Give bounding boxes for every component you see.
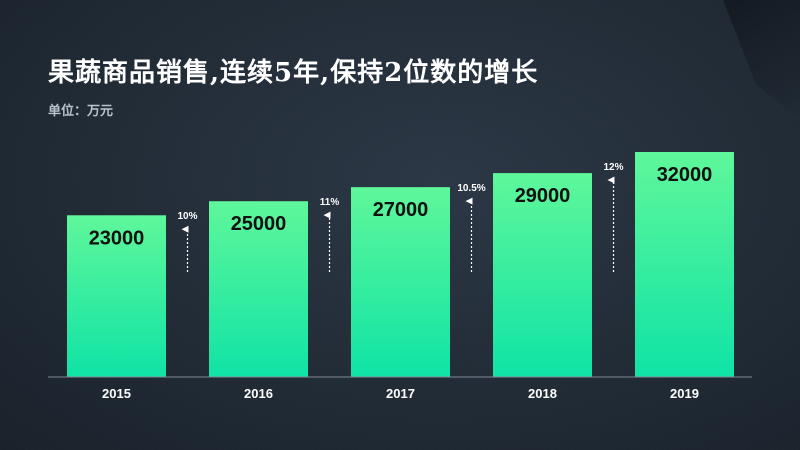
- data-label-2017: 27000: [373, 199, 429, 221]
- bar-2015: [67, 215, 166, 377]
- chart-title: 果蔬商品销售,连续5年,保持2位数的增长: [48, 58, 539, 88]
- bar-2017: [351, 187, 450, 377]
- x-tick-label-2015: 2015: [102, 386, 131, 401]
- growth-rate-label: 11%: [320, 197, 340, 208]
- bar-2018: [493, 173, 592, 377]
- x-tick-label-2016: 2016: [244, 386, 273, 401]
- data-label-2018: 29000: [515, 185, 571, 207]
- x-tick-label-2017: 2017: [386, 386, 415, 401]
- growth-rate-label: 10%: [177, 211, 197, 222]
- unit-label: 单位：万元: [48, 104, 114, 119]
- growth-rate-label: 12%: [603, 162, 623, 173]
- x-tick-label-2018: 2018: [528, 386, 557, 401]
- data-label-2016: 25000: [231, 213, 287, 235]
- x-tick-label-2019: 2019: [670, 386, 699, 401]
- growth-rate-label: 10.5%: [457, 183, 485, 194]
- data-label-2019: 32000: [657, 164, 713, 186]
- bar-2016: [209, 201, 308, 377]
- bar-2019: [635, 152, 734, 377]
- data-label-2015: 23000: [89, 227, 145, 249]
